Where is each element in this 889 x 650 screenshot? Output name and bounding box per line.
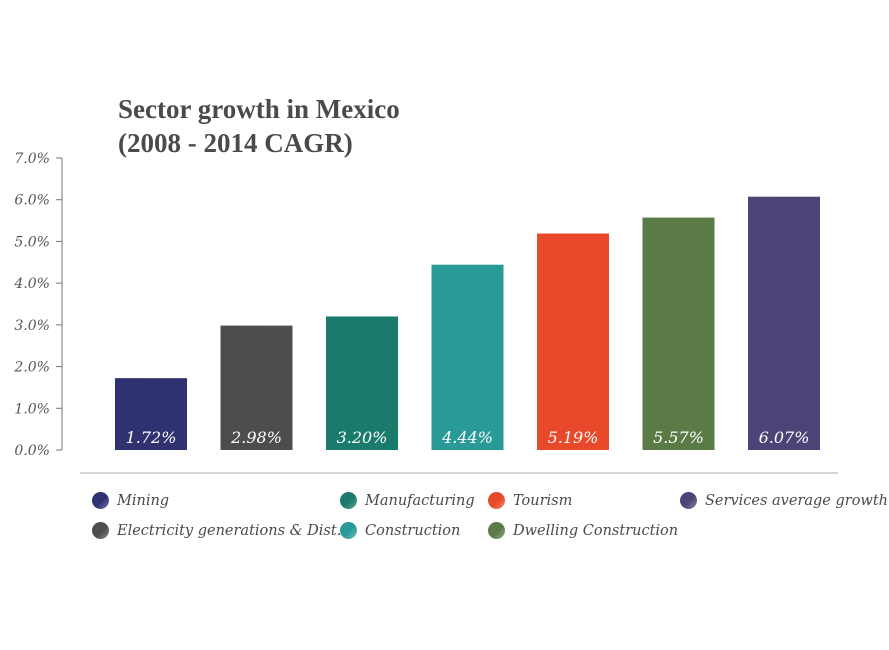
legend-label-tourism: Tourism bbox=[513, 492, 573, 509]
y-tick-label: 2.0% bbox=[13, 360, 50, 376]
bar-texture-0 bbox=[115, 378, 187, 450]
legend-item-manufacturing: Manufacturing bbox=[340, 492, 475, 509]
y-tick-label: 0.0% bbox=[14, 443, 50, 459]
legend-swatch-mining bbox=[92, 492, 109, 509]
legend-label-services: Services average growth bbox=[705, 492, 889, 509]
bar-value-label-3: 4.44% bbox=[441, 428, 493, 447]
legend-swatch-dwelling bbox=[488, 522, 505, 539]
legend-label-manufacturing: Manufacturing bbox=[365, 492, 475, 509]
legend-swatch-services bbox=[680, 492, 697, 509]
y-tick-label: 5.0% bbox=[14, 234, 50, 250]
legend-item-dwelling: Dwelling Construction bbox=[488, 522, 678, 539]
y-tick-label: 1.0% bbox=[14, 401, 50, 417]
bar-texture-1 bbox=[220, 325, 293, 450]
chart-title-line-2: (2008 - 2014 CAGR) bbox=[118, 128, 353, 158]
bar-value-label-2: 3.20% bbox=[337, 428, 388, 447]
legend-label-dwelling: Dwelling Construction bbox=[513, 522, 679, 539]
legend-swatch-construction bbox=[340, 522, 357, 539]
bar-value-label-6: 6.07% bbox=[759, 428, 810, 447]
bar-texture-2 bbox=[326, 316, 398, 450]
y-tick-label: 7.0% bbox=[14, 151, 50, 167]
legend-swatch-electricity bbox=[92, 522, 109, 539]
bar-value-label-1: 2.98% bbox=[230, 428, 282, 447]
legend-swatch-manufacturing bbox=[340, 492, 357, 509]
bar-texture-5 bbox=[642, 217, 715, 450]
legend-label-construction: Construction bbox=[365, 522, 461, 539]
legend-item-tourism: Tourism bbox=[488, 492, 572, 509]
legend-label-electricity: Electricity generations & Dist. bbox=[117, 522, 342, 539]
legend-item-services: Services average growth bbox=[680, 492, 888, 509]
y-tick-label: 4.0% bbox=[13, 276, 50, 292]
bar-value-label-4: 5.19% bbox=[548, 428, 599, 447]
legend-item-construction: Construction bbox=[340, 522, 460, 539]
y-tick-label: 3.0% bbox=[14, 318, 50, 334]
bar-texture-4 bbox=[537, 233, 609, 450]
legend-label-mining: Mining bbox=[117, 492, 170, 509]
chart-title-line-1: Sector growth in Mexico bbox=[118, 94, 400, 124]
legend-item-mining: Mining bbox=[92, 492, 169, 509]
bar-texture-3 bbox=[431, 264, 504, 450]
bar-value-label-0: 1.72% bbox=[126, 428, 177, 447]
y-tick-label: 6.0% bbox=[14, 193, 50, 209]
plot-area: 0.0% 1.0% 2.0% 3.0% 4.0% 5.0% 6.0% 7.0% 1.72% 2.9… bbox=[13, 151, 838, 474]
bar-texture-6 bbox=[748, 196, 820, 450]
legend-item-electricity: Electricity generations & Dist. bbox=[92, 522, 341, 539]
bar-value-label-5: 5.57% bbox=[653, 428, 704, 447]
legend-swatch-tourism bbox=[488, 492, 505, 509]
legend: Mining Electricity generations & Dist. M… bbox=[92, 490, 888, 550]
